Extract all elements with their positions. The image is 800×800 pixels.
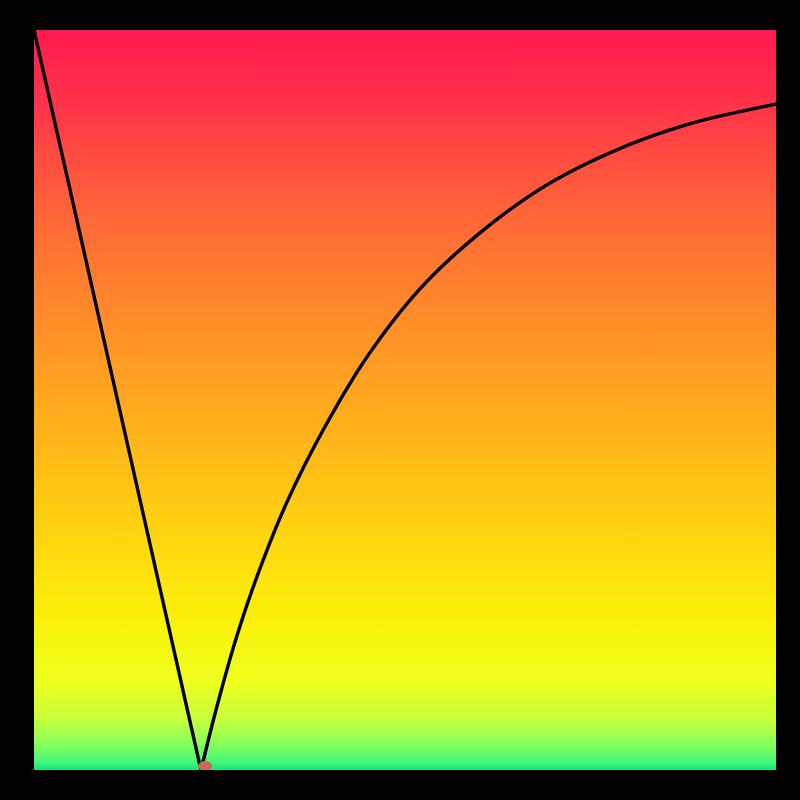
border-left <box>0 0 34 800</box>
plot-area <box>34 30 776 770</box>
border-right <box>776 0 800 800</box>
chart-container: { "meta": { "width": 800, "height": 800,… <box>0 0 800 800</box>
optimal-point-marker <box>198 761 212 770</box>
border-top <box>0 0 800 30</box>
border-bottom <box>0 770 800 800</box>
bottleneck-curve <box>34 30 776 770</box>
